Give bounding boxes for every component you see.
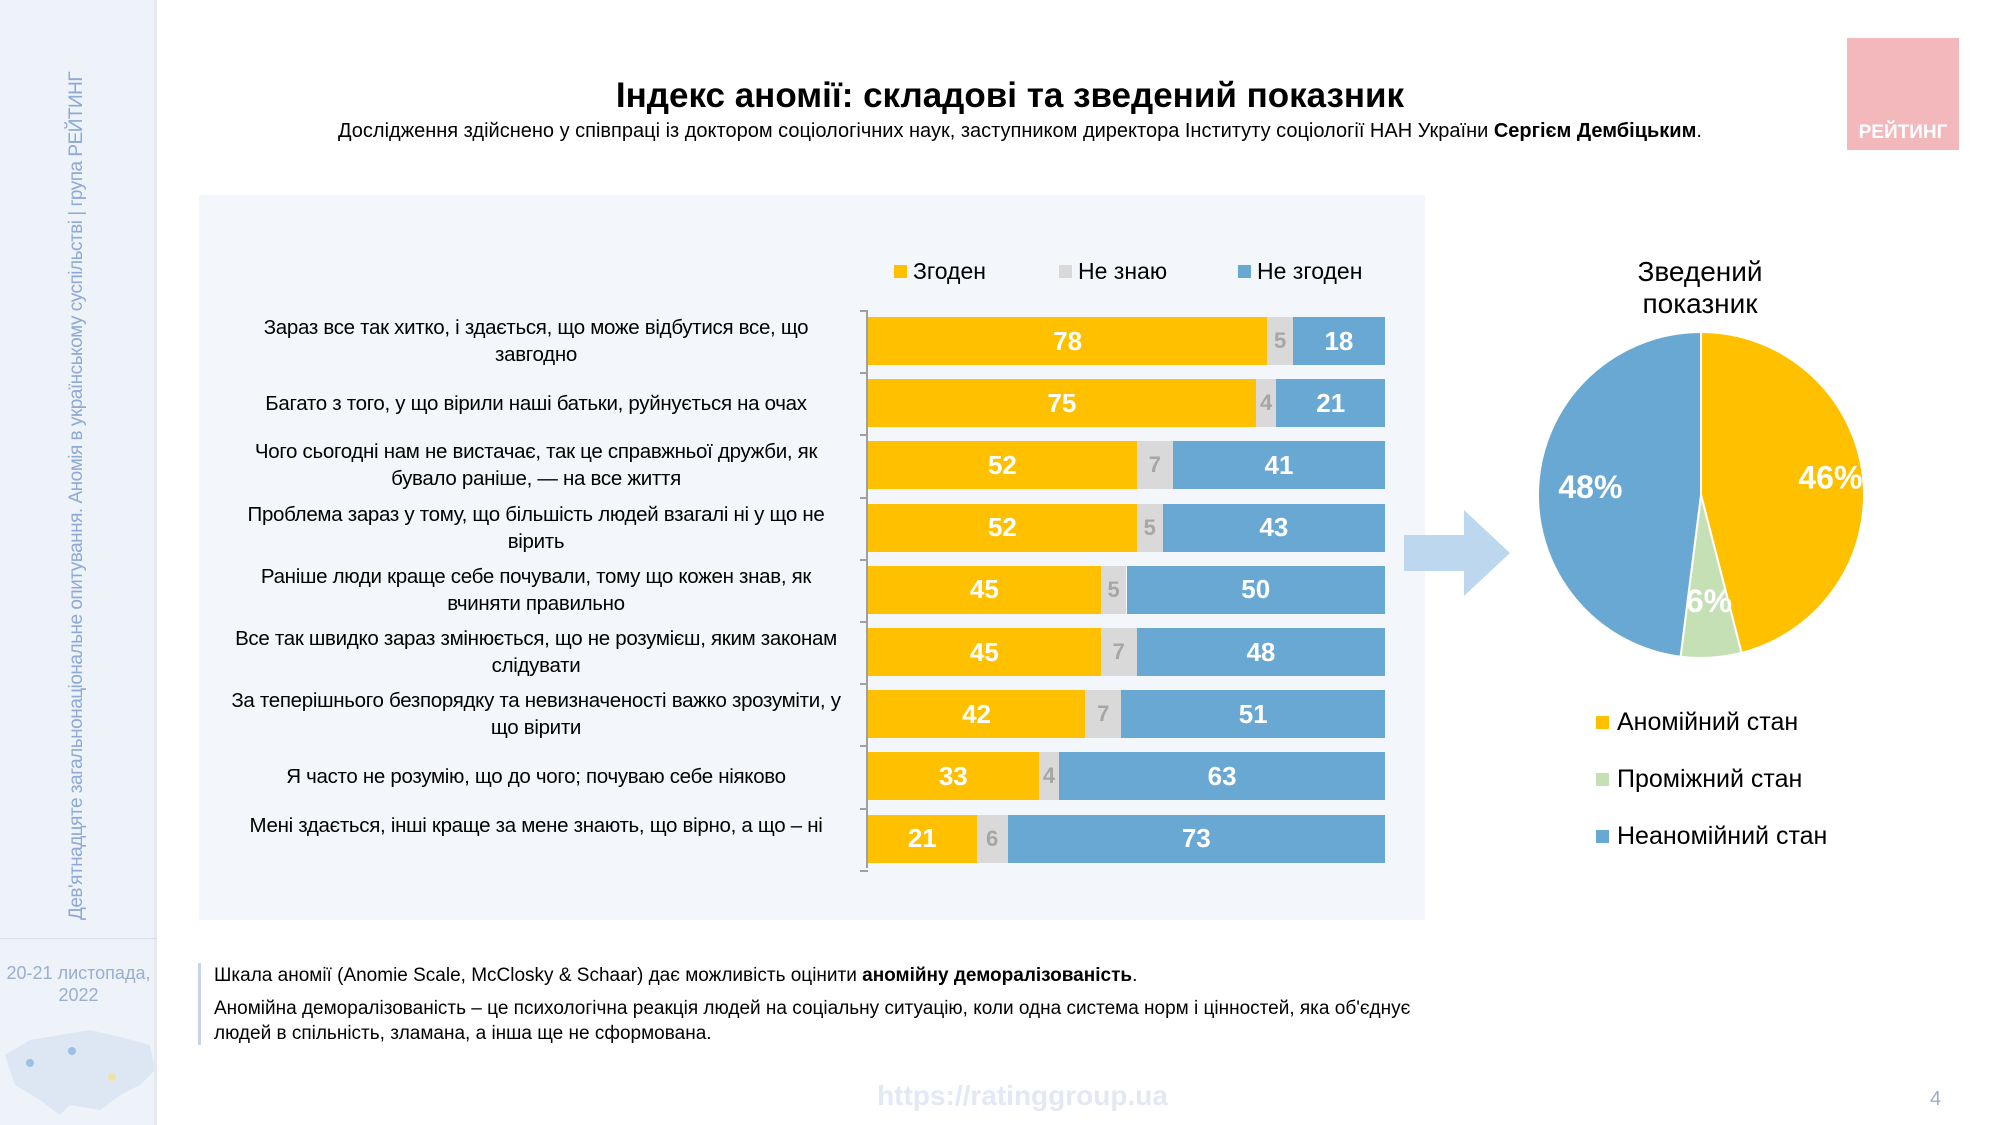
bar-segment-dont-know: 6 (976, 814, 1008, 863)
pie-slice (1700, 330, 1865, 655)
pie-chart: 46% 6% 48% (1537, 330, 1865, 659)
pie-legend-label: Проміжний стан (1617, 765, 1803, 793)
subtitle-text: Дослідження здійснено у співпраці із док… (338, 120, 1494, 142)
axis-tick (860, 372, 868, 375)
footnote-end: . (1132, 965, 1138, 986)
bar-segment-agree: 45 (868, 628, 1101, 676)
arrow-right-icon (1404, 510, 1510, 596)
legend-swatch-agree (894, 265, 907, 278)
page-title: Індекс аномії: складові та зведений пока… (615, 76, 1405, 115)
footnote-line-1: Шкала аномії (Anomie Scale, McClosky & S… (214, 963, 1444, 988)
rating-logo: РЕЙТИНГ (1847, 38, 1959, 150)
pie-legend-swatch (1596, 773, 1609, 786)
axis-tick (860, 745, 868, 748)
bar-segment-dont-know: 7 (1136, 441, 1174, 490)
legend-label: Згоден (913, 258, 986, 284)
bar-segment-disagree: 51 (1121, 690, 1385, 739)
pie-legend-swatch (1596, 716, 1609, 729)
category-label: Проблема зараз у тому, що більшість люде… (247, 502, 825, 553)
subtitle-end: . (1696, 120, 1702, 142)
bar-segment-agree: 52 (868, 503, 1137, 552)
pie-value-label: 6% (1686, 583, 1732, 619)
pie-value-label: 48% (1558, 469, 1622, 505)
footnote-line-2: Аномійна деморалізованість – це психолог… (214, 998, 1411, 1044)
legend-label: Не згоден (1257, 258, 1363, 284)
bar-segment-disagree: 21 (1276, 379, 1385, 428)
subtitle-author: Сергієм Дембіцьким (1493, 120, 1697, 142)
axis-tick (860, 621, 868, 623)
bar-segment-disagree: 18 (1292, 317, 1385, 365)
axis-tick (860, 558, 868, 561)
axis-tick (860, 496, 868, 499)
category-label: Все так швидко зараз змінюється, що не р… (235, 627, 837, 677)
pie-value-label: 46% (1798, 460, 1862, 496)
bar-segment-agree: 45 (868, 565, 1101, 614)
pie-slice (1537, 330, 1702, 658)
bar-segment-disagree: 41 (1173, 441, 1385, 490)
pie-legend-anomic: Аномійний стан (1596, 708, 1798, 737)
bar-segment-dont-know: 7 (1085, 690, 1122, 739)
legend-swatch-disagree (1238, 265, 1251, 278)
category-label: За теперішнього безпорядку та невизначен… (231, 689, 841, 740)
bar-segment-disagree: 73 (1007, 814, 1385, 863)
logo-text: РЕЙТИНГ (1858, 122, 1948, 143)
legend-disagree: Не згоден (1238, 258, 1362, 285)
axis-tick (860, 434, 868, 437)
axis-tick (860, 869, 868, 872)
category-label: Я часто не розумію, що до чого; почуваю … (286, 764, 786, 788)
page-number: 4 (1930, 1088, 1942, 1110)
footnote-bold: аномійну деморалізованість (862, 965, 1133, 986)
ukraine-map-icon (5, 1030, 155, 1115)
bar-segment-dont-know: 5 (1136, 503, 1163, 552)
survey-date: 20-21 листопада, 2022 (6, 963, 151, 1005)
bar-segment-disagree: 43 (1162, 503, 1385, 552)
pie-title: Зведений показник (1637, 256, 1763, 319)
legend-label: Не знаю (1078, 258, 1168, 284)
bar-segment-dont-know: 5 (1100, 565, 1127, 614)
category-label: Чого сьогодні нам не вистачає, так це сп… (254, 440, 818, 491)
website-link[interactable]: https://ratinggroup.ua (877, 1080, 1168, 1111)
pie-legend-non-anomic: Неаномійний стан (1596, 822, 1827, 851)
page-subtitle: Дослідження здійснено у співпраці із док… (0, 120, 2000, 143)
legend-dont-know: Не знаю (1059, 258, 1167, 285)
sidebar-survey-title: Дев'ятнадцяте загальнонаціональне опитув… (66, 71, 87, 920)
sidebar: Дев'ятнадцяте загальнонаціональне опитув… (0, 0, 157, 1125)
bar-segment-agree: 75 (868, 379, 1256, 428)
axis-tick (860, 807, 868, 810)
bar-segment-dont-know: 4 (1255, 379, 1277, 428)
bar-segment-agree: 52 (868, 441, 1137, 490)
category-label: Раніше люди краще себе почували, тому що… (260, 564, 812, 615)
axis-tick (860, 310, 868, 312)
sidebar-divider (0, 938, 157, 939)
legend-swatch-dont-know (1059, 265, 1072, 278)
category-label: Багато з того, у що вірили наші батьки, … (265, 391, 807, 415)
pie-legend-swatch (1596, 830, 1609, 843)
bar-segment-disagree: 63 (1059, 752, 1385, 801)
pie-legend-label: Неаномійний стан (1617, 822, 1828, 850)
bar-segment-agree: 42 (868, 690, 1086, 739)
bar-segment-agree: 78 (868, 317, 1268, 365)
footnote-text: Шкала аномії (Anomie Scale, McClosky & S… (214, 965, 863, 986)
axis-tick (860, 683, 868, 686)
category-label: Зараз все так хитко, і здається, що може… (263, 316, 809, 366)
category-label: Мені здається, інші краще за мене знають… (249, 813, 823, 837)
pie-legend-intermediate: Проміжний стан (1596, 765, 1802, 794)
category-axis (866, 310, 868, 868)
bar-segment-dont-know: 7 (1100, 628, 1137, 676)
legend-agree: Згоден (894, 258, 986, 285)
bar-segment-dont-know: 5 (1267, 317, 1293, 365)
bar-segment-disagree: 48 (1136, 628, 1385, 676)
bar-segment-dont-know: 4 (1038, 752, 1060, 801)
footnote-accent-bar (198, 963, 201, 1045)
bar-segment-agree: 21 (868, 814, 977, 863)
bar-segment-agree: 33 (868, 752, 1039, 801)
pie-legend-label: Аномійний стан (1617, 708, 1799, 736)
bar-segment-disagree: 50 (1126, 565, 1385, 614)
